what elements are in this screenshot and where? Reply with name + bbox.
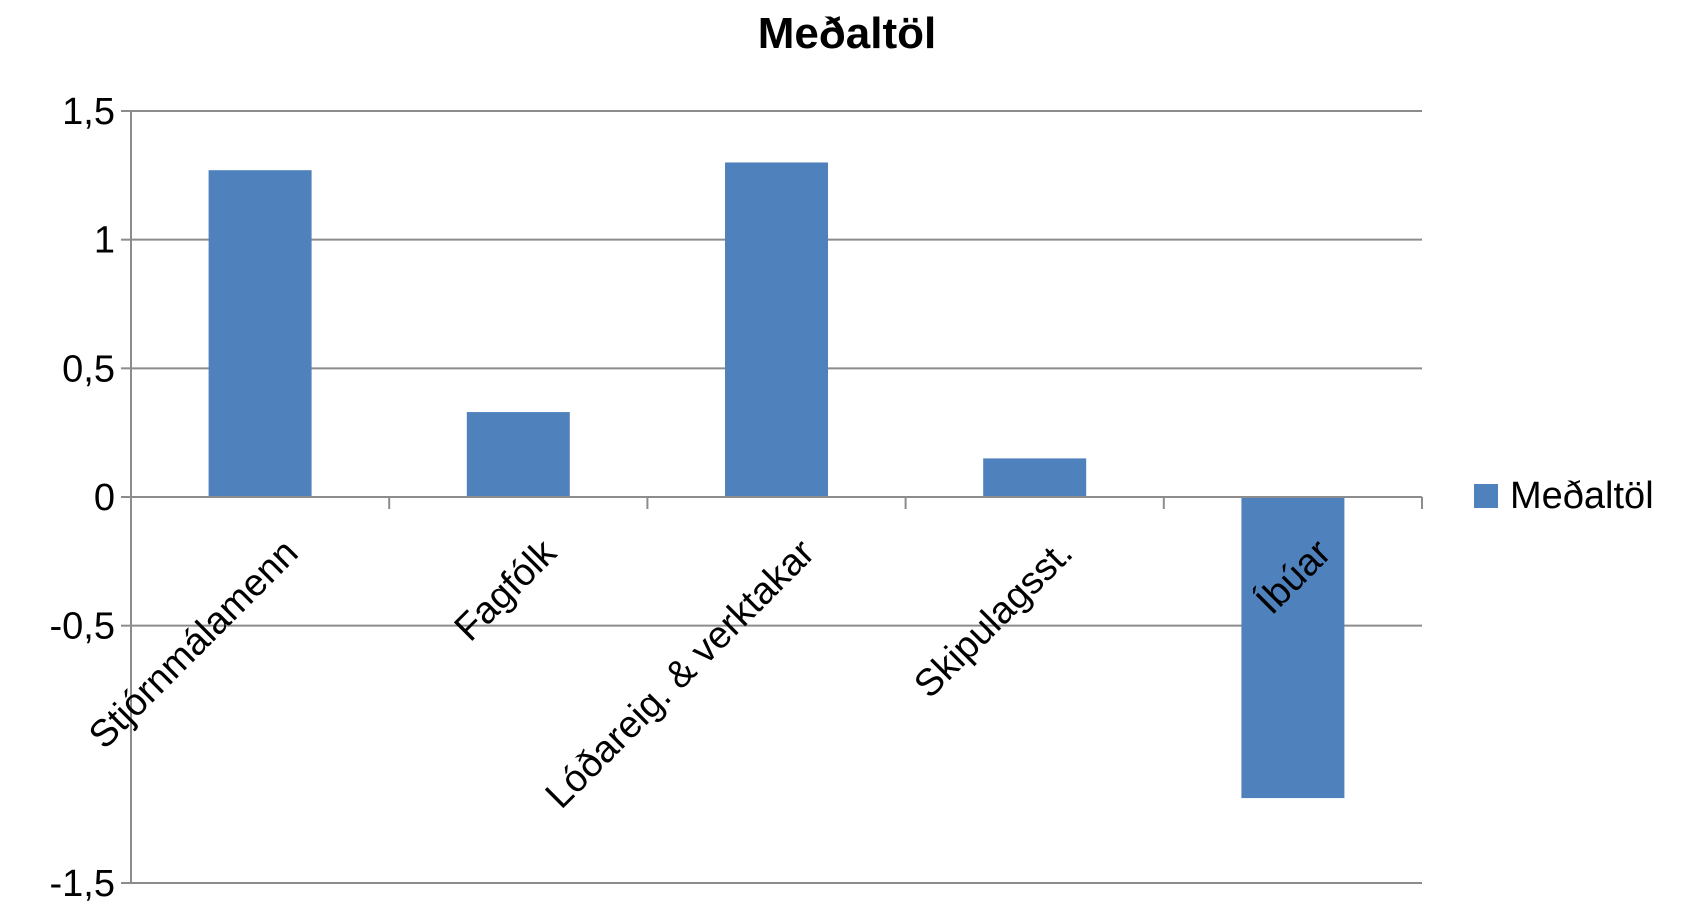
- legend-label: Meðaltöl: [1510, 475, 1654, 517]
- y-tick-label: 0: [94, 477, 115, 519]
- chart-title: Meðaltöl: [758, 9, 936, 58]
- x-tick-label: Fagfólk: [447, 531, 566, 650]
- axes: [121, 110, 1423, 884]
- legend-swatch: [1474, 484, 1498, 508]
- bar: [725, 162, 828, 497]
- x-tick-label: Skipulagsst.: [906, 532, 1081, 707]
- bar: [1241, 497, 1345, 799]
- y-tick-label: 1: [94, 220, 115, 262]
- bars: [208, 162, 1345, 799]
- legend: Meðaltöl: [1474, 475, 1654, 517]
- x-tick-label: Lóðareig. & verktakar: [538, 531, 823, 816]
- y-tick-label: -0,5: [50, 606, 115, 648]
- y-tick-label: -1,5: [50, 863, 115, 904]
- bar: [983, 458, 1087, 497]
- y-tick-label: 0,5: [62, 348, 115, 390]
- y-tick-labels: 1,5 1 0,5 0 -0,5 -1,5: [50, 91, 115, 905]
- bar: [466, 412, 570, 497]
- bar: [208, 170, 312, 498]
- y-tick-label: 1,5: [62, 91, 115, 133]
